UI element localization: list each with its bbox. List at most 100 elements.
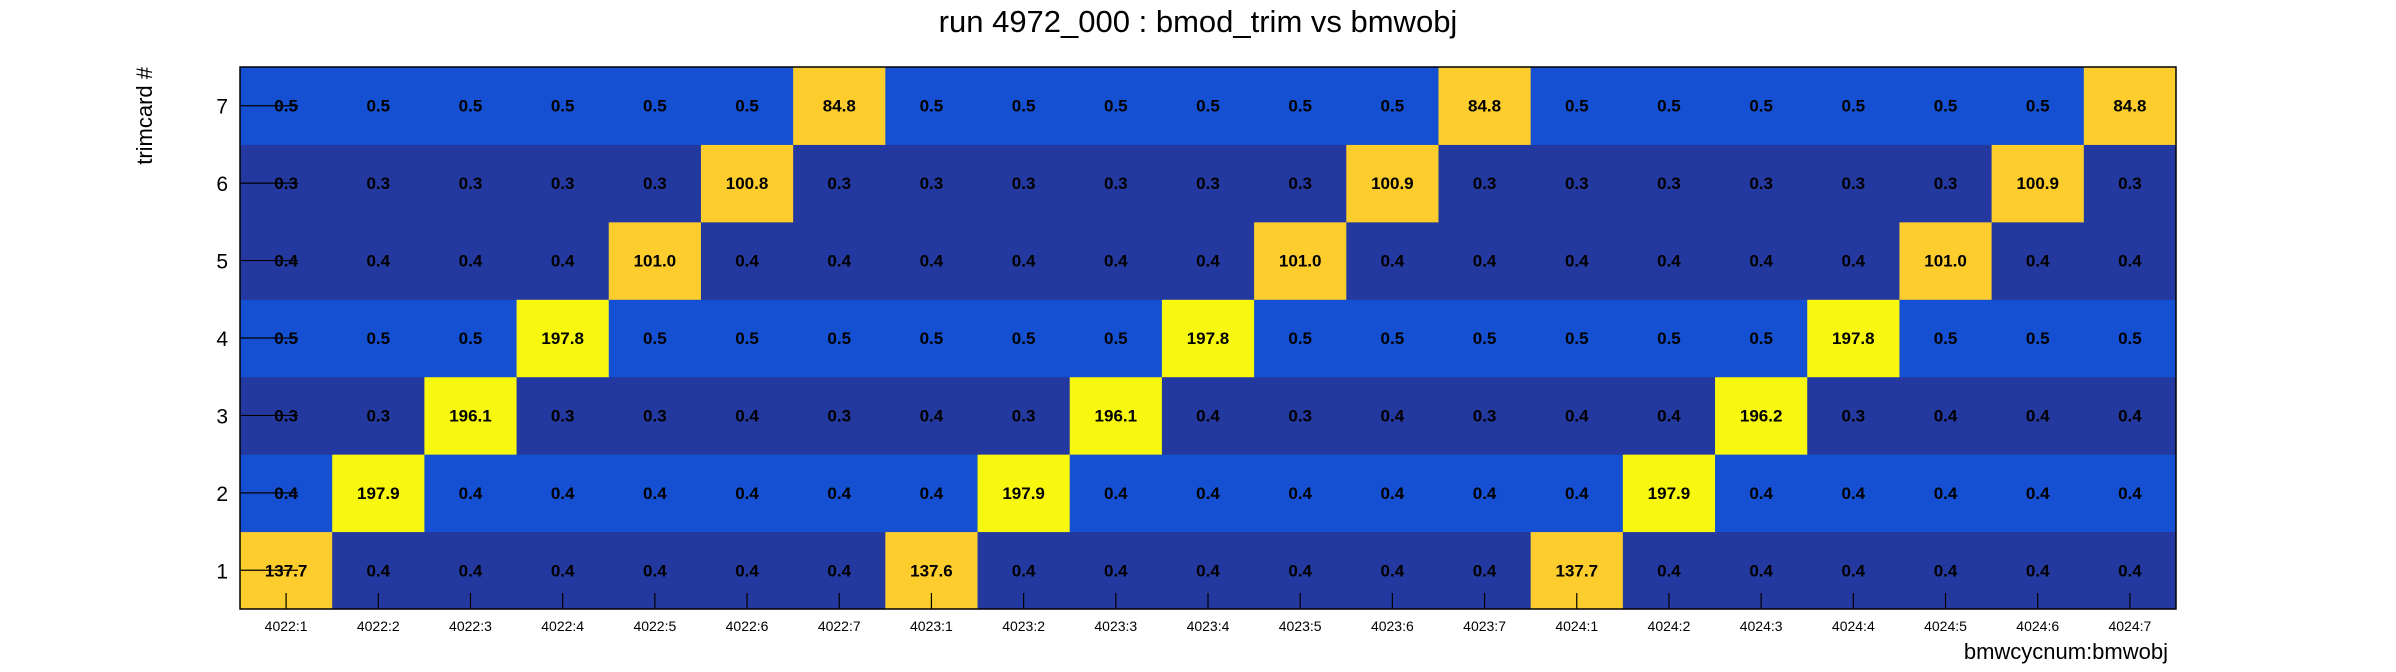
heatmap-cell	[1991, 299, 2085, 378]
heatmap-cell	[1899, 67, 1993, 145]
heatmap-cell	[1069, 144, 1163, 223]
heatmap-cell	[1346, 299, 1439, 378]
heatmap-cell	[977, 221, 1071, 300]
cell-value-label: 0.3	[1288, 174, 1312, 193]
heatmap-cell	[1346, 144, 1439, 223]
heatmap-cell	[793, 376, 886, 455]
chart-title: run 4972_000 : bmod_trim vs bmwobj	[939, 4, 1458, 39]
cell-value-label: 0.4	[459, 484, 483, 503]
heatmap-cell	[1254, 299, 1347, 378]
heatmap-cell	[1161, 299, 1255, 378]
cell-value-label: 197.8	[1187, 329, 1230, 348]
x-axis-label: bmwcycnum:bmwobj	[1964, 639, 2168, 664]
heatmap-cell	[793, 299, 886, 378]
heatmap-cell	[1807, 221, 1900, 300]
heatmap-cell	[1161, 144, 1255, 223]
y-tick-label: 6	[216, 173, 228, 196]
cell-value-label: 0.4	[1012, 561, 1036, 580]
heatmap-cell	[516, 67, 610, 145]
heatmap-cell	[1438, 144, 1532, 223]
heatmap-cell	[1715, 299, 1808, 378]
heatmap-cell	[332, 454, 425, 533]
heatmap-cell	[608, 221, 702, 300]
cell-value-label: 0.4	[459, 252, 483, 271]
heatmap-cell	[1161, 221, 1255, 300]
heatmap-cell	[1069, 299, 1163, 378]
heatmap-cell	[700, 221, 794, 300]
y-tick-label: 4	[216, 328, 228, 351]
cell-value-label: 0.5	[1657, 329, 1681, 348]
cell-value-label: 0.3	[1842, 406, 1866, 425]
heatmap-cell	[424, 376, 518, 455]
cell-value-label: 0.4	[2026, 561, 2050, 580]
heatmap-cell	[1807, 144, 1900, 223]
x-tick-label: 4024:2	[1648, 618, 1691, 634]
heatmap-cell	[2083, 221, 2177, 300]
heatmap-cell	[1530, 299, 1624, 378]
heatmap-cell	[885, 454, 979, 533]
heatmap-cell	[1991, 144, 2085, 223]
cell-value-label: 0.5	[1934, 329, 1958, 348]
cell-value-label: 0.4	[1381, 561, 1405, 580]
cell-value-label: 0.3	[366, 406, 390, 425]
cell-value-label: 0.4	[827, 252, 851, 271]
heatmap-cell	[977, 454, 1071, 533]
heatmap-cell	[1807, 454, 1900, 533]
heatmap-cell	[1346, 454, 1439, 533]
cell-value-label: 0.3	[643, 174, 667, 193]
heatmap-cell	[1346, 376, 1439, 455]
cell-value-label: 0.3	[1288, 406, 1312, 425]
cell-value-label: 0.5	[1842, 97, 1866, 116]
cell-value-label: 0.4	[1657, 406, 1681, 425]
cell-value-label: 0.4	[1381, 252, 1405, 271]
x-tick-label: 4023:3	[1094, 618, 1137, 634]
cell-value-label: 0.5	[920, 97, 944, 116]
heatmap-cell	[1622, 299, 1716, 378]
heatmap-cell	[1438, 454, 1532, 533]
x-tick-label: 4023:1	[910, 618, 953, 634]
cell-value-label: 0.5	[1749, 97, 1773, 116]
cell-value-label: 0.4	[1657, 252, 1681, 271]
cell-value-label: 0.4	[1749, 252, 1773, 271]
cell-value-label: 0.4	[2026, 252, 2050, 271]
cell-value-label: 0.4	[1565, 406, 1589, 425]
cell-value-label: 100.8	[726, 174, 769, 193]
cell-value-label: 0.3	[459, 174, 483, 193]
cell-value-label: 0.4	[1934, 406, 1958, 425]
cell-value-label: 0.4	[643, 561, 667, 580]
cell-value-label: 0.4	[1381, 484, 1405, 503]
heatmap-cell	[2083, 144, 2177, 223]
y-tick-label: 3	[216, 405, 228, 428]
x-tick-label: 4023:7	[1463, 618, 1506, 634]
heatmap-cell	[1254, 221, 1347, 300]
cell-value-label: 0.5	[1104, 329, 1128, 348]
heatmap-cell	[1807, 67, 1900, 145]
cell-value-label: 0.4	[551, 561, 575, 580]
heatmap-cell	[1254, 67, 1347, 145]
heatmap-cell	[424, 454, 518, 533]
heatmap-cell	[700, 299, 794, 378]
cell-value-label: 197.9	[1002, 484, 1045, 503]
cell-value-label: 0.5	[1381, 329, 1405, 348]
heatmap-cell	[1254, 144, 1347, 223]
heatmap-cell	[885, 144, 979, 223]
heatmap-cell	[1161, 454, 1255, 533]
cell-value-label: 0.5	[2026, 329, 2050, 348]
heatmap-cell	[885, 299, 979, 378]
heatmap-cell	[1530, 221, 1624, 300]
heatmap-cell	[885, 221, 979, 300]
heatmap-cell	[424, 299, 518, 378]
x-tick-label: 4022:4	[541, 618, 584, 634]
heatmap-cell	[1807, 299, 1900, 378]
cell-value-label: 0.4	[1104, 561, 1128, 580]
heatmap-cell	[977, 144, 1071, 223]
cell-value-label: 0.4	[551, 252, 575, 271]
heatmap-cell	[1622, 221, 1716, 300]
cell-value-label: 0.3	[1842, 174, 1866, 193]
x-tick-label: 4024:7	[2108, 618, 2151, 634]
heatmap-cell	[977, 376, 1071, 455]
cell-value-label: 0.3	[1657, 174, 1681, 193]
heatmap-cell	[332, 144, 425, 223]
heatmap-cell	[1715, 221, 1808, 300]
heatmap-cell	[700, 454, 794, 533]
